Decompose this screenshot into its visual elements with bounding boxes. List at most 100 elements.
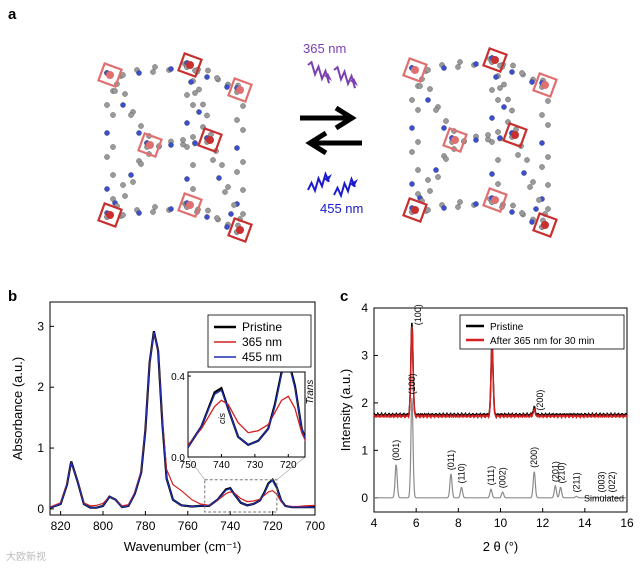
atom [519,210,525,216]
atom [545,98,551,104]
metal-cluster [197,127,223,153]
atom [509,107,515,114]
x-axis-label: 2 θ (°) [483,539,519,554]
atom [168,142,174,148]
atom [441,65,447,71]
x-tick-label: 16 [620,516,634,530]
atom [473,137,479,143]
atom [505,96,511,103]
metal-cluster [402,57,428,83]
metal-cluster [177,192,203,218]
atom [433,107,439,113]
atom [510,62,516,69]
atom [489,139,495,145]
peak-label: (100) [413,304,423,325]
metal-cluster [502,122,528,148]
inset-x-tick-label: 740 [213,460,230,471]
atom [521,170,527,176]
atom [231,202,237,208]
panel-b-letter: b [8,288,18,305]
atom [529,219,535,225]
atom [457,199,463,205]
atom [425,177,431,183]
legend-entry: Pristine [242,320,282,334]
peak-label: (201) [550,461,560,482]
atom [104,130,110,136]
wave-arrowhead [350,78,358,86]
atom [138,161,144,167]
y-tick-label: 1 [37,441,44,455]
atom [240,159,246,165]
atom [192,140,198,146]
metal-node [491,196,499,204]
metal-node [451,136,459,144]
panel-c-letter: c [340,288,349,305]
atom [190,134,196,140]
atom [104,154,110,160]
atom [128,112,134,118]
wave-line [307,60,330,84]
wave-line [307,171,330,194]
series-line-455-nm [49,331,315,509]
atom [219,162,225,168]
x-tick-label: 6 [413,516,420,530]
metal-cluster [227,217,253,243]
peak-label: (211) [571,472,581,492]
metal-cluster [482,47,508,73]
metal-node [146,141,154,149]
atom [152,204,158,210]
atom [184,176,190,182]
wave-arrowhead [350,179,358,187]
legend-entry: After 365 nm for 30 min [490,336,595,347]
metal-cluster [442,127,468,153]
atom [443,156,449,162]
x-tick-label: 14 [578,516,592,530]
atom [509,69,515,75]
peak-label: (001) [391,440,401,461]
atom [529,79,535,85]
atom [224,224,230,230]
y-axis-label: Intensity (a.u.) [338,369,353,451]
x-tick-label: 780 [135,519,155,533]
atom [497,135,503,141]
metal-node [541,221,549,229]
peak-label: (022) [607,472,617,493]
atom [417,83,423,89]
peak-label: (200) [535,390,545,411]
metal-node [541,81,549,89]
metal-cluster [177,52,203,78]
atom [150,209,156,215]
inset-plot: 750 740 730 720 0.0 0.4 cis Trans [171,371,316,471]
y-tick-label: 2 [361,396,368,410]
atom [524,157,530,163]
uv-wavelength-label: 365 nm [303,41,346,56]
atom [427,188,433,194]
molecular-structure-right [402,47,558,238]
legend-box [459,314,625,350]
x-tick-label: 700 [305,519,325,533]
atom [204,74,210,80]
metal-node [186,61,194,69]
atom [457,59,463,65]
peak-label: (110) [456,463,466,483]
atom [168,206,174,212]
atom [216,175,222,181]
atom [184,120,190,126]
inset-y-tick-label: 0.4 [171,372,185,383]
peak-label: (100) [407,373,417,394]
atom [409,97,415,103]
atom [415,107,421,113]
y-axis-label: Absorbance (a.u.) [10,357,25,460]
panel-a-letter: a [8,6,17,23]
atom [122,193,128,199]
atom [240,211,246,217]
trans-annotation: Trans [305,380,316,405]
atom [205,67,211,74]
atom [536,197,542,203]
metal-node [511,131,519,139]
atom [104,102,110,108]
atom [519,70,525,76]
zoom-connector [276,456,306,480]
legend-entry: Pristine [490,322,524,333]
